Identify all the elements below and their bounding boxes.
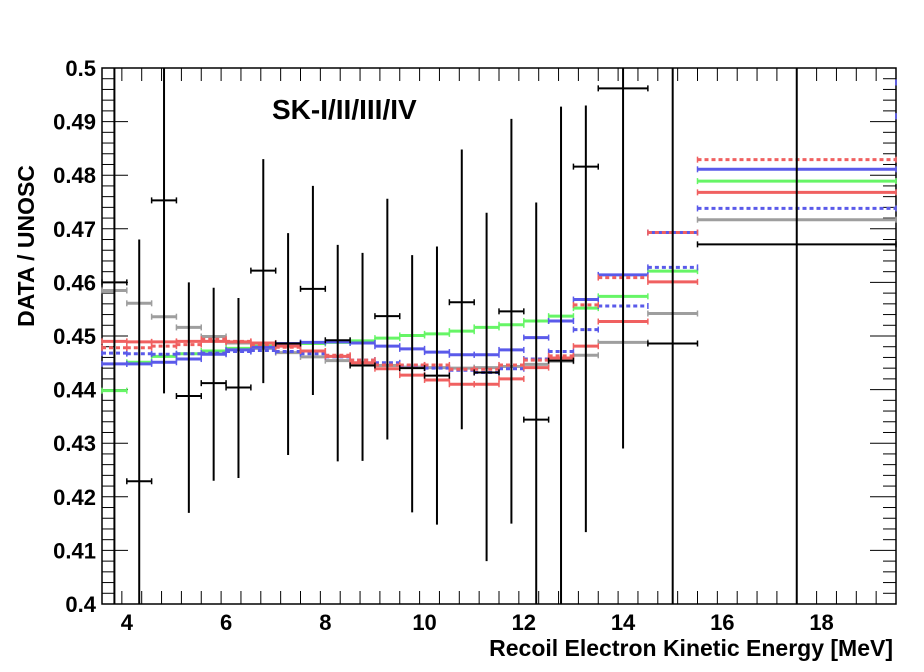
data-point [274, 233, 302, 455]
data-point [523, 202, 550, 604]
data-point [349, 252, 376, 461]
y-tick-label: 0.41 [53, 538, 96, 563]
data-point [101, 68, 128, 604]
y-tick-label: 0.45 [53, 324, 96, 349]
series-green [101, 178, 897, 394]
x-tick-label: 12 [512, 610, 536, 635]
data-point [126, 239, 153, 604]
y-tick-label: 0.49 [53, 110, 96, 135]
x-tick-label: 6 [220, 610, 232, 635]
data-point [374, 198, 401, 440]
y-tick-label: 0.4 [65, 592, 96, 617]
data-point [150, 68, 178, 394]
axes: 4 6 8 10 12 14 16 18 0.4 0.41 0.42 0.43 0.44 0.45 0.46… [53, 56, 897, 635]
chart-title: SK-I/II/III/IV [272, 94, 417, 125]
y-tick-label: 0.42 [53, 485, 96, 510]
x-tick-label: 14 [611, 610, 636, 635]
x-tick-label: 10 [412, 610, 436, 635]
data-point [324, 244, 351, 462]
data-point [647, 68, 699, 604]
x-tick-label: 18 [809, 610, 833, 635]
y-tick-label: 0.48 [53, 163, 96, 188]
data-point [696, 68, 897, 604]
data-point [225, 297, 252, 479]
x-tick-label: 8 [319, 610, 331, 635]
model-curves [101, 79, 897, 394]
y-tick-label: 0.47 [53, 217, 96, 242]
y-tick-label: 0.46 [53, 270, 96, 295]
x-tick-label: 16 [710, 610, 734, 635]
x-tick-label: 4 [121, 610, 134, 635]
data-point [200, 287, 227, 481]
y-tick-label: 0.44 [53, 378, 97, 403]
data-point [597, 68, 649, 449]
data-point [175, 282, 202, 513]
data-point [299, 185, 327, 395]
data-point [498, 118, 525, 524]
data-point [572, 105, 599, 533]
x-axis-label: Recoil Electron Kinetic Energy [MeV] [489, 635, 893, 661]
y-tick-label: 0.43 [53, 431, 96, 456]
data-point [399, 255, 426, 513]
data-point [448, 149, 475, 430]
data-points [101, 68, 897, 604]
data-point [250, 159, 277, 384]
data-point [423, 246, 451, 525]
data-point [473, 212, 500, 562]
y-tick-label: 0.5 [65, 56, 96, 81]
data-point [547, 106, 575, 604]
y-axis-label: DATA / UNOSC [13, 165, 39, 327]
